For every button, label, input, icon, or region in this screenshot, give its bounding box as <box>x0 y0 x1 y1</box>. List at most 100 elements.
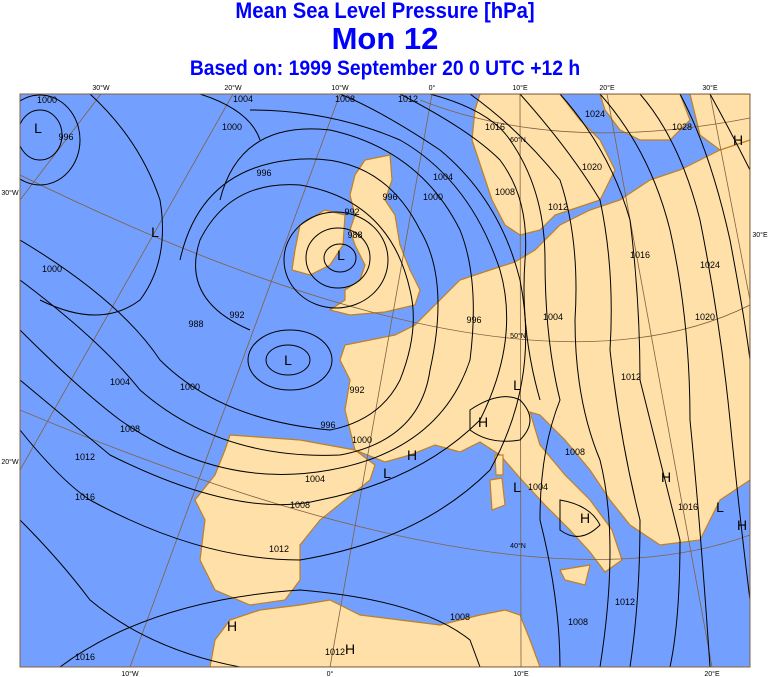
high-pressure-marker: H <box>737 517 747 533</box>
isobar-label: 1012 <box>615 597 635 607</box>
low-pressure-marker: L <box>151 224 159 240</box>
isobar-label: 1000 <box>37 95 57 105</box>
high-pressure-marker: H <box>733 132 743 148</box>
isobar-label: 1000 <box>180 382 200 392</box>
isobar-label: 1028 <box>672 122 692 132</box>
land-iberia <box>194 434 376 606</box>
graticule-label: 20°E <box>599 84 615 92</box>
land-scandinavia <box>471 94 616 236</box>
isobar-label: 988 <box>347 230 362 240</box>
isobar-label: 992 <box>344 207 359 217</box>
land-northeast <box>689 94 750 151</box>
isobar <box>469 94 611 667</box>
graticule-label: 20°W <box>1 458 19 466</box>
isobar <box>59 589 481 667</box>
isobar-label: 1012 <box>398 94 418 104</box>
isobar <box>639 94 750 601</box>
isobar <box>519 94 641 667</box>
graticule-label: 60°N <box>510 136 526 144</box>
isobar <box>679 94 750 361</box>
isobar-label: 1000 <box>42 264 62 274</box>
land <box>194 94 750 667</box>
isobar-labels: 1000 996 1000 1004 1008 1012 996 1016 1024 1028 10… <box>37 94 720 662</box>
isobar-label: 1012 <box>325 647 345 657</box>
graticule-label: 10°W <box>331 84 349 92</box>
isobar <box>469 396 531 442</box>
graticule <box>20 94 750 667</box>
isobar-label: 992 <box>349 385 364 395</box>
land-africa <box>209 599 541 667</box>
isobar <box>20 184 414 431</box>
map-frame <box>19 93 751 668</box>
isobar-label: 1004 <box>305 474 325 484</box>
graticule-label: 0° <box>327 670 334 677</box>
isobars <box>20 94 750 667</box>
isobar <box>323 243 357 273</box>
graticule-labels: 30°W 20°W 10°W 0° 10°E 20°E 30°E 10°W 0° 10°E 20°E… <box>1 84 768 677</box>
isobar-label: 1004 <box>528 482 548 492</box>
low-pressure-marker: L <box>34 120 42 136</box>
isobar-label: 996 <box>320 420 335 430</box>
isobar <box>559 94 681 667</box>
graticule-label: 40°N <box>510 542 526 550</box>
low-pressure-marker: L <box>337 247 345 263</box>
isobar-label: 996 <box>58 132 73 142</box>
isobar-label: 1008 <box>120 424 140 434</box>
land-sardinia <box>489 477 506 511</box>
isobar-label: 1024 <box>585 109 605 119</box>
graticule-label: 20°W <box>224 84 242 92</box>
low-pressure-marker: L <box>716 499 724 515</box>
high-pressure-marker: H <box>227 618 237 634</box>
low-pressure-marker: L <box>513 377 521 393</box>
isobar <box>20 94 81 186</box>
isobar <box>199 94 261 141</box>
isobar-label: 1000 <box>423 192 443 202</box>
isobar-label: 1020 <box>695 312 715 322</box>
graticule-label: 10°E <box>513 670 529 677</box>
isobar <box>20 109 508 506</box>
isobar-label: 1004 <box>233 94 253 104</box>
graticule-label: 50°N <box>510 332 526 340</box>
isobar-label: 1012 <box>621 372 641 382</box>
isobar-label: 1008 <box>565 447 585 457</box>
graticule-label: 30°W <box>1 189 19 197</box>
isobar <box>429 94 561 667</box>
isobar <box>20 128 474 475</box>
graticule-label: 30°E <box>752 231 768 239</box>
graticule-label: 20°E <box>704 670 720 677</box>
high-pressure-marker: H <box>661 469 671 485</box>
isobar-label: 1016 <box>678 502 698 512</box>
isobar-label: 1024 <box>700 260 720 270</box>
isobar-label: 1004 <box>543 312 563 322</box>
isobar <box>265 344 311 376</box>
low-pressure-marker: L <box>383 465 391 481</box>
isobar-label: 1000 <box>222 122 242 132</box>
isobar-label: 1008 <box>290 500 310 510</box>
isobar <box>247 329 333 391</box>
isobar-label: 996 <box>256 168 271 178</box>
forecast-day: Mon 12 <box>331 21 439 56</box>
isobar <box>709 94 750 171</box>
low-pressure-marker: L <box>513 479 521 495</box>
isobar-label: 988 <box>188 319 203 329</box>
graticule-label: 10°W <box>121 670 139 677</box>
isobar-label: 1016 <box>485 122 505 132</box>
isobar-label: 1016 <box>630 250 650 260</box>
high-pressure-marker: H <box>478 414 488 430</box>
isobar <box>20 109 63 161</box>
isobar <box>283 211 389 309</box>
graticule-label: 30°E <box>702 84 718 92</box>
isobar-label: 1016 <box>75 652 95 662</box>
isobar-label: 1000 <box>352 435 372 445</box>
isobar-label: 1012 <box>548 202 568 212</box>
high-pressure-marker: H <box>407 447 417 463</box>
isobar-label: 992 <box>229 310 244 320</box>
low-pressure-marker: L <box>284 352 292 368</box>
isobar <box>599 94 711 667</box>
isobar-label: 996 <box>382 192 397 202</box>
isobar <box>399 94 541 401</box>
graticule-label: 30°W <box>92 84 110 92</box>
high-pressure-marker: H <box>580 510 590 526</box>
